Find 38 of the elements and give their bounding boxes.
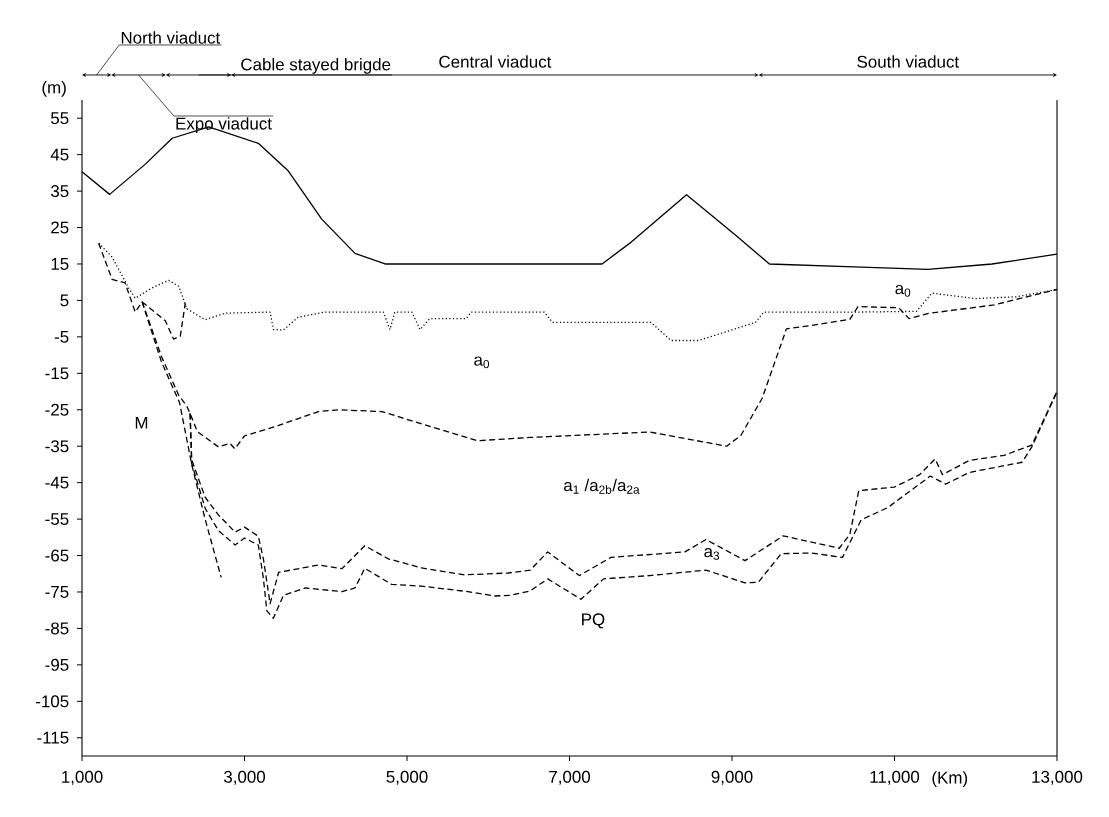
x-tick-label: 9,000 (711, 770, 753, 785)
y-tick-label: -105 (36, 695, 69, 708)
y-tick-label: -35 (45, 440, 69, 453)
y-tick-label: -85 (45, 622, 69, 635)
annotation: a$_{0}$ (895, 284, 911, 297)
text: South viaduct (857, 55, 959, 68)
x-tick-label: 3,000 (223, 770, 266, 785)
y-tick-label: -5 (54, 330, 69, 343)
y-tick-label: -45 (45, 476, 69, 489)
y-tick-label: -65 (45, 549, 69, 562)
y-tick-label: -55 (45, 513, 69, 526)
y-tick-label: -15 (45, 367, 69, 380)
x-axis-title: (Km) (932, 771, 968, 787)
text: Cable stayed brigde (241, 58, 391, 74)
x-tick-label: 13,000 (1032, 770, 1083, 785)
y-tick-label: -25 (45, 403, 69, 416)
y-tick-label: 35 (50, 185, 69, 198)
x-tick-label: 1,000 (62, 770, 103, 785)
y-tick-label: -95 (45, 658, 69, 671)
annotation: M (135, 416, 148, 429)
y-axis-title: (m) (42, 81, 66, 97)
text: Central viaduct (439, 55, 552, 68)
y-tick-label: -115 (37, 731, 69, 744)
annotation: Expo viaduct (176, 117, 272, 133)
y-tick-label: 25 (51, 221, 69, 234)
x-tick-label: 11,000 (870, 770, 920, 785)
x-tick-label: 7,000 (549, 770, 591, 785)
annotation: a$_{1}$ /a$_{2b}$/a$_{2a}$ (563, 478, 640, 494)
annotation: a$_{3}$ (704, 548, 720, 560)
annotation: PQ (582, 613, 605, 629)
y-tick-label: -75 (45, 586, 69, 598)
x-tick-label: 5,000 (386, 770, 428, 785)
y-tick-label: 45 (50, 148, 69, 161)
text: North viaduct (121, 31, 221, 44)
y-tick-label: 55 (51, 112, 69, 125)
annotation: a$_{0}$ (474, 356, 490, 369)
y-tick-label: 15 (51, 258, 69, 270)
y-tick-label: 5 (60, 294, 69, 307)
